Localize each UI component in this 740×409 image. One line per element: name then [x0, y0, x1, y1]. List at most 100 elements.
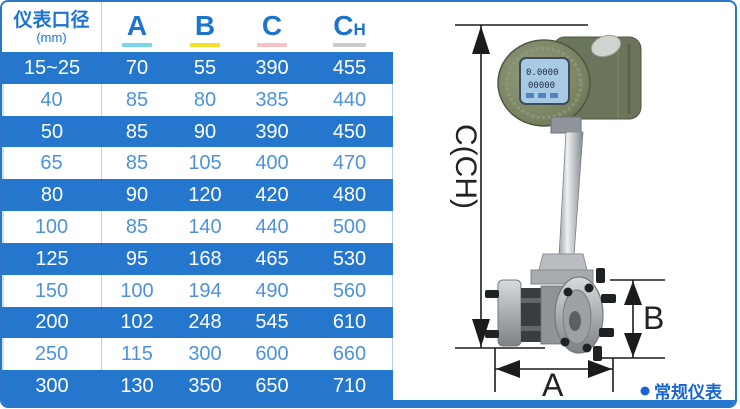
header-diameter-title: 仪表口径 — [13, 9, 90, 31]
cell-a: 115 — [121, 343, 153, 366]
cell-dn: 15~25 — [23, 56, 81, 79]
cell-c: 390 — [255, 56, 289, 79]
cell-b: 55 — [193, 56, 217, 79]
arrowhead-left-icon — [496, 360, 520, 378]
cell-a: 85 — [125, 120, 149, 143]
arrowhead-down-icon — [472, 319, 490, 347]
cell-c: 490 — [255, 279, 289, 302]
cell-b: 300 — [188, 343, 222, 366]
cell-ch: 560 — [332, 279, 367, 302]
dim-b-label: B — [643, 300, 664, 336]
cell-a: 90 — [125, 184, 149, 207]
cell-dn: 80 — [40, 184, 64, 207]
flowmeter-illustration: 0.0000 00000 — [485, 34, 642, 361]
cell-dn: 65 — [2, 147, 102, 180]
table-row: 100 85 140 440 500 — [2, 211, 393, 243]
arrowhead-up-icon — [472, 26, 490, 54]
cell-dn: 40 — [2, 83, 102, 116]
cell-dn: 250 — [2, 338, 102, 371]
cell-c: 600 — [255, 343, 289, 366]
cell-ch: 610 — [332, 311, 367, 334]
cell-dn: 300 — [35, 375, 69, 398]
cell-a: 102 — [120, 311, 154, 334]
lcd-row1: 0.0000 — [526, 68, 559, 78]
cell-dn: 100 — [2, 211, 102, 243]
cell-c: 420 — [255, 184, 289, 207]
header-col-b: B — [172, 2, 238, 52]
bullet-icon — [640, 386, 650, 396]
table-row: 150 100 194 490 560 — [2, 274, 393, 307]
col-c-label: C — [261, 10, 283, 41]
table-row: 80 90 120 420 480 — [2, 179, 393, 212]
cell-b: 248 — [188, 311, 222, 334]
cell-b: 120 — [188, 184, 222, 207]
legend-label: 常规仪表 — [654, 382, 723, 402]
table-row: 15~25 70 55 390 455 — [2, 52, 393, 84]
cell-b: 80 — [193, 88, 217, 111]
table-row: 200 102 248 545 610 — [2, 306, 393, 339]
table-row: 40 85 80 385 440 — [2, 83, 393, 116]
cell-ch: 450 — [332, 120, 367, 143]
cell-b: 168 — [188, 247, 222, 270]
header-diameter: 仪表口径 (mm) — [2, 2, 102, 52]
cell-ch: 660 — [332, 343, 367, 366]
flowmeter-diagram: C(CH) 0.0000 00000 — [449, 24, 723, 403]
header-col-c: C — [238, 2, 306, 52]
dimension-c — [455, 24, 588, 349]
cell-c: 650 — [255, 375, 289, 398]
cell-dn: 200 — [35, 311, 69, 334]
bottom-accent-bar — [2, 400, 735, 406]
lcd-row2: 00000 — [528, 81, 555, 91]
arrowhead-up-icon — [624, 281, 642, 305]
cell-ch: 440 — [332, 88, 367, 111]
cell-ch: 500 — [332, 215, 367, 238]
col-b-underline — [190, 43, 220, 47]
cell-a: 85 — [125, 215, 149, 238]
cell-b: 105 — [188, 152, 222, 175]
cell-dn: 50 — [40, 120, 64, 143]
col-a-underline — [122, 43, 152, 47]
header-col-a: A — [102, 2, 172, 52]
cell-ch: 530 — [332, 247, 367, 270]
col-ch-sub: H — [353, 20, 366, 39]
col-a-label: A — [126, 10, 148, 41]
arrowhead-down-icon — [624, 333, 642, 357]
cell-dn: 125 — [35, 247, 69, 270]
cell-a: 85 — [125, 88, 149, 111]
col-b-label: B — [194, 10, 216, 41]
cell-a: 100 — [120, 279, 154, 302]
cell-b: 140 — [188, 215, 222, 238]
col-ch-underline — [333, 43, 366, 47]
col-c-underline — [257, 43, 287, 47]
cell-b: 90 — [193, 120, 217, 143]
table-row: 50 85 90 390 450 — [2, 115, 393, 148]
dim-c-label: C(CH) — [449, 124, 482, 209]
cell-ch: 710 — [332, 375, 367, 398]
legend: 常规仪表 — [640, 382, 723, 402]
cell-ch: 470 — [332, 152, 367, 175]
dim-a-label: A — [542, 367, 564, 403]
cell-a: 130 — [120, 375, 154, 398]
cell-a: 95 — [125, 247, 149, 270]
cell-c: 465 — [255, 247, 289, 270]
cell-dn: 150 — [2, 274, 102, 307]
cell-ch: 480 — [332, 184, 367, 207]
table-row: 250 115 300 600 660 — [2, 338, 393, 371]
bolts — [485, 268, 616, 361]
cell-a: 70 — [125, 56, 149, 79]
table-row: 300 130 350 650 710 — [2, 370, 393, 402]
cell-c: 440 — [255, 215, 289, 238]
cell-b: 194 — [188, 279, 222, 302]
table-row: 125 95 168 465 530 — [2, 242, 393, 275]
cell-b: 350 — [188, 375, 222, 398]
cell-a: 85 — [125, 152, 149, 175]
cell-c: 400 — [255, 152, 289, 175]
cell-c: 390 — [255, 120, 289, 143]
table-row: 65 85 105 400 470 — [2, 147, 393, 180]
cell-ch: 455 — [332, 56, 367, 79]
col-ch-label: C — [333, 10, 354, 41]
